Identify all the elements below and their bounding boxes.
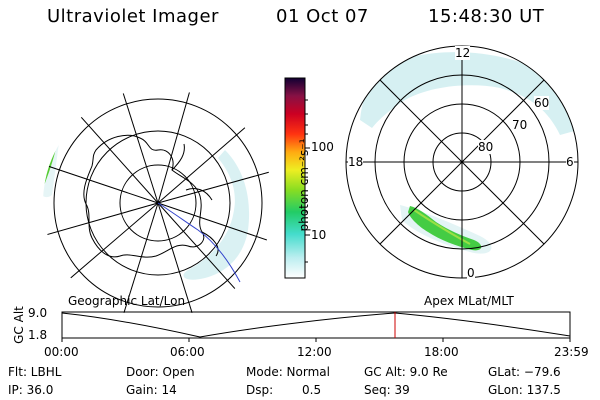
altitude-ytick-top: 9.0 [28, 306, 48, 320]
altitude-ylabel: GC Alt [12, 306, 26, 344]
info-gcalt: GC Alt: 9.0 Re [364, 365, 448, 379]
app-title: Ultraviolet Imager [47, 6, 219, 27]
mlt-label-18: 18 [348, 155, 364, 169]
mlt-label-0: 0 [467, 266, 475, 280]
satellite-track [157, 202, 241, 283]
mlt-label-6: 6 [566, 155, 574, 169]
colorbar [284, 77, 310, 279]
info-seq: Seq: 39 [364, 383, 410, 397]
image-time: 15:48:30 UT [428, 6, 545, 27]
xtick-0000: 00:00 [44, 345, 79, 359]
geographic-map-panel [43, 88, 273, 318]
info-mode: Mode: Normal [246, 365, 330, 379]
altitude-plot [61, 311, 571, 342]
info-glat: GLat: −79.6 [488, 365, 561, 379]
mlt-label-12: 12 [455, 46, 471, 60]
colorbar-tick-100: 100 [311, 140, 334, 154]
info-dsp-label: Dsp: [246, 383, 274, 397]
xtick-1800: 18:00 [424, 345, 459, 359]
colorbar-tick-10: 10 [311, 228, 327, 242]
xtick-2359: 23:59 [554, 345, 589, 359]
info-door: Door: Open [126, 365, 195, 379]
mlt-panel-caption: Apex MLat/MLT [424, 294, 514, 308]
altitude-ytick-bottom: 1.8 [28, 328, 48, 342]
antarctica-coastline [83, 134, 205, 258]
info-flt: Flt: LBHL [8, 365, 62, 379]
xtick-1200: 12:00 [297, 345, 332, 359]
mlat-label-60: 60 [534, 96, 550, 110]
info-dsp-value: 0.5 [302, 383, 322, 397]
altitude-curve [61, 312, 571, 338]
info-glon: GLon: 137.5 [488, 383, 561, 397]
geo-panel-caption: Geographic Lat/Lon [68, 294, 186, 308]
xtick-0600: 06:00 [170, 345, 205, 359]
info-gain: Gain: 14 [126, 383, 177, 397]
image-date: 01 Oct 07 [276, 6, 369, 27]
mlat-mlt-panel [345, 45, 579, 279]
colorbar-label: photon cm⁻²s⁻¹ [297, 138, 311, 232]
mlat-label-70: 70 [512, 118, 528, 132]
info-ip: IP: 36.0 [8, 383, 54, 397]
diffuse-aurora-mlt [360, 52, 578, 254]
mlat-label-80: 80 [478, 140, 494, 154]
